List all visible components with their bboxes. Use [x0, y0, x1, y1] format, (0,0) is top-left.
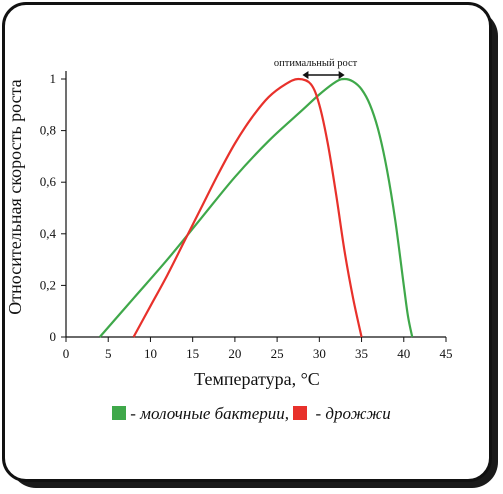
chart-frame: [2, 2, 492, 482]
y-tick-label: 0,4: [40, 226, 57, 241]
y-tick-label: 0,6: [40, 174, 57, 189]
legend-label-lactic: - молочные бактерии,: [130, 404, 289, 423]
x-axis-label: Температура, °С: [194, 369, 320, 389]
x-tick-label: 10: [144, 346, 157, 361]
x-tick-label: 0: [63, 346, 70, 361]
x-tick-label: 45: [440, 346, 453, 361]
x-tick-label: 15: [186, 346, 199, 361]
optimum-annotation: оптимальный рост: [274, 58, 358, 79]
y-tick-label: 1: [50, 71, 57, 86]
x-tick-label: 5: [105, 346, 112, 361]
y-axis-label: Относительная скорость роста: [5, 79, 25, 314]
x-tick-label: 25: [271, 346, 284, 361]
optimum-annotation-label: оптимальный рост: [274, 58, 358, 69]
series-lines: [98, 77, 414, 338]
x-tick-label: 40: [397, 346, 410, 361]
y-tick-label: 0: [50, 329, 57, 344]
y-tick-label: 0,2: [40, 277, 56, 292]
y-tick-label: 0,8: [40, 123, 56, 138]
x-tick-label: 20: [228, 346, 241, 361]
axes: 0 5 10 15 20 25 30 35 40 45 0 0,2 0,4 0,6 0,8 1: [40, 71, 453, 361]
series-line-lactic-bacteria: [98, 77, 414, 338]
legend-swatch-yeast: [293, 406, 308, 420]
optimum-arrow-left-head: [302, 71, 309, 79]
x-tick-label: 30: [313, 346, 326, 361]
series-line-yeast: [132, 77, 363, 338]
legend-swatch-lactic: [112, 406, 127, 420]
x-tick-label: 35: [355, 346, 368, 361]
legend: - молочные бактерии, - дрожжи: [0, 404, 503, 424]
legend-label-yeast: - дрожжи: [311, 404, 391, 423]
optimum-arrow-right-head: [338, 71, 345, 79]
